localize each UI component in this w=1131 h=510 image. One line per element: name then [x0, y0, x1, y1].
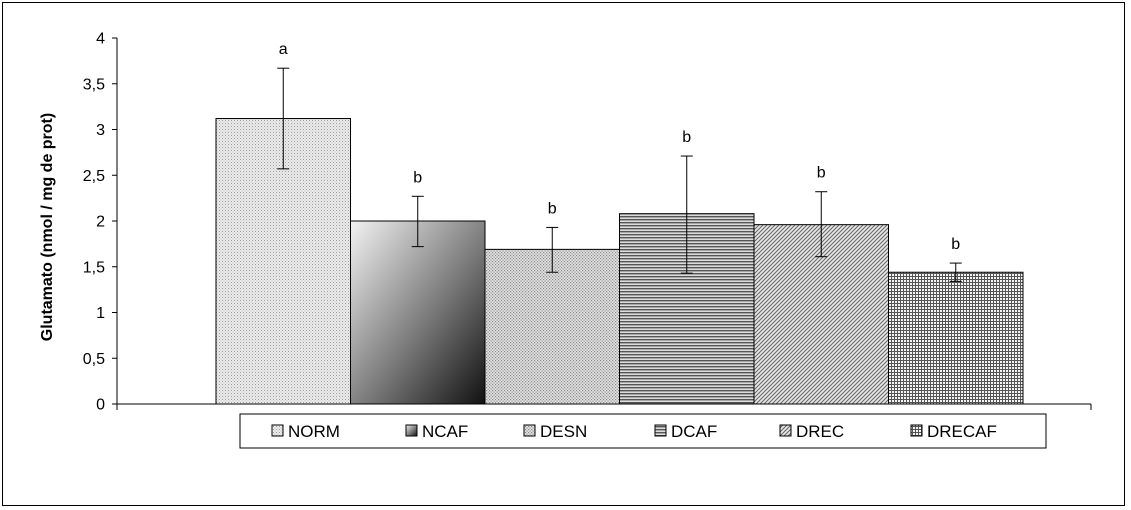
y-tick-label: 0,5	[83, 351, 105, 368]
y-tick-label: 3	[96, 122, 105, 139]
y-tick-label: 1	[96, 305, 105, 322]
legend-label: DESN	[540, 422, 587, 441]
legend-label: NCAF	[422, 422, 468, 441]
legend-swatch	[405, 424, 418, 437]
legend-item-norm: NORM	[271, 422, 340, 441]
error-bar-desn	[546, 226, 559, 273]
legend-item-drecaf: DRECAF	[910, 422, 997, 441]
legend-label: NORM	[288, 422, 340, 441]
y-tick-label: 2	[96, 214, 105, 231]
legend-swatch	[654, 424, 667, 437]
bar-ncaf	[350, 220, 486, 405]
legend-swatch	[910, 424, 923, 437]
error-bar-norm	[277, 67, 290, 170]
y-tick-label: 0	[96, 397, 105, 414]
legend-item-ncaf: NCAF	[405, 422, 468, 441]
significance-label: b	[682, 129, 691, 146]
significance-label: b	[951, 236, 960, 253]
legend-item-drec: DREC	[779, 422, 844, 441]
significance-label: b	[548, 200, 557, 217]
error-bar-ncaf	[411, 195, 424, 248]
error-bar-dcaf	[680, 155, 693, 274]
legend-label: DRECAF	[927, 422, 997, 441]
legend-item-desn: DESN	[523, 422, 587, 441]
legend-swatch	[779, 424, 792, 437]
y-tick-label: 4	[96, 31, 105, 48]
y-tick-label: 2,5	[83, 168, 105, 185]
legend: NORM NCAF DESN DCAF DREC DRECAF	[239, 413, 1047, 449]
legend-box	[239, 413, 1047, 449]
significance-label: b	[817, 165, 826, 182]
significance-label: b	[413, 169, 422, 186]
y-tick-label: 3,5	[83, 76, 105, 93]
legend-swatch	[271, 424, 284, 437]
significance-label: a	[279, 41, 288, 58]
legend-swatch	[523, 424, 536, 437]
plot-area: a b b b b b	[215, 41, 1024, 405]
y-axis-label: Glutamato (nmol / mg de prot)	[39, 113, 56, 341]
error-bar-drec	[815, 191, 828, 258]
legend-item-dcaf: DCAF	[654, 422, 717, 441]
bar-desn	[484, 248, 620, 405]
error-bar-drecaf	[949, 262, 962, 282]
y-tick-label: 1,5	[83, 259, 105, 276]
legend-label: DCAF	[671, 422, 717, 441]
bar-drecaf	[888, 271, 1024, 405]
legend-label: DREC	[796, 422, 844, 441]
